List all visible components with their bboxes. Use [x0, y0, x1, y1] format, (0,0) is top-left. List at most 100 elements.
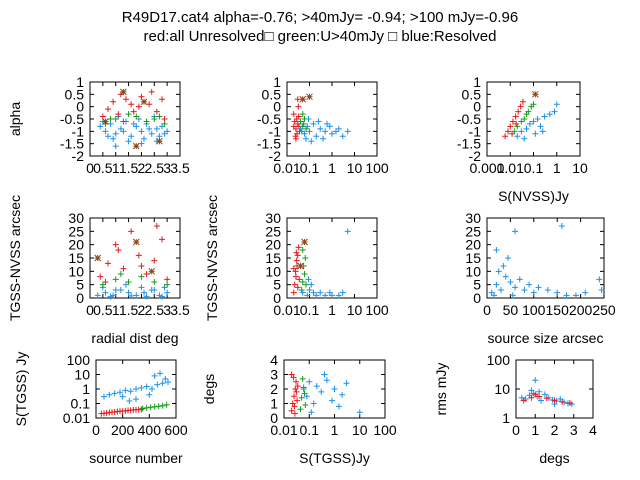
- data-point: [159, 402, 166, 409]
- plot-frame: [515, 359, 594, 419]
- x-tick-label: 1.5: [119, 160, 139, 176]
- data-point: [535, 284, 542, 291]
- data-point: [498, 287, 505, 293]
- data-point: [310, 289, 317, 296]
- y-tick-label: -2: [72, 148, 85, 164]
- data-point: [102, 279, 109, 285]
- data-point: [153, 108, 160, 115]
- data-point: [339, 391, 346, 398]
- data-point: [130, 108, 137, 115]
- data-point: [143, 383, 150, 390]
- data-point: [313, 133, 320, 140]
- data-point: [517, 103, 524, 110]
- data-point: [518, 128, 525, 135]
- data-point: [148, 267, 156, 275]
- data-point: [502, 133, 509, 140]
- data-point: [331, 386, 338, 392]
- data-point: [135, 103, 142, 110]
- x-tick-label: 0.1: [300, 302, 320, 318]
- data-point: [521, 135, 528, 142]
- data-point: [139, 405, 146, 412]
- data-point: [520, 397, 527, 404]
- data-point: [290, 123, 297, 130]
- data-point: [298, 394, 305, 401]
- data-point: [519, 98, 526, 105]
- x-tick-label: 10: [347, 160, 363, 176]
- data-point: [164, 289, 171, 296]
- x-tick-label: 1.5: [119, 302, 139, 318]
- data-point: [534, 116, 541, 122]
- data-point: [101, 393, 107, 400]
- data-point: [94, 254, 102, 262]
- data-point: [112, 276, 119, 283]
- y-axis-label: degs: [201, 374, 217, 404]
- x-tick-label: 150: [546, 302, 570, 318]
- x-tick-label: 3: [163, 302, 171, 318]
- data-point: [154, 381, 161, 388]
- x-tick-label: 0.01: [270, 422, 297, 438]
- data-point: [318, 388, 325, 395]
- data-point: [554, 289, 561, 296]
- data-point: [532, 130, 539, 137]
- y-tick-label: 0: [270, 410, 278, 426]
- y-tick-label: -1.5: [60, 136, 84, 152]
- data-point: [322, 292, 329, 299]
- chart-title-line-2: red:all Unresolved□ green:U>40mJy □ blue…: [143, 28, 497, 45]
- data-point: [299, 279, 306, 285]
- data-point: [117, 408, 123, 415]
- data-point: [125, 138, 132, 145]
- data-point: [516, 276, 523, 283]
- x-tick-label: 3: [570, 422, 578, 438]
- data-point: [551, 397, 558, 404]
- y-tick-label: 5: [76, 277, 84, 293]
- y-tick-label: 0: [273, 290, 281, 306]
- data-point: [541, 113, 548, 120]
- data-point: [304, 123, 311, 130]
- data-point: [156, 137, 163, 145]
- data-point: [566, 399, 573, 406]
- data-point: [159, 293, 165, 300]
- data-point: [536, 393, 543, 400]
- data-point: [107, 293, 114, 300]
- data-point: [291, 393, 298, 400]
- data-point: [507, 279, 514, 285]
- y-tick-label: 0.1: [71, 396, 91, 412]
- data-point: [294, 397, 301, 404]
- data-point: [546, 111, 553, 118]
- data-point: [102, 128, 109, 135]
- data-point: [537, 123, 544, 130]
- y-tick-label: 1: [273, 74, 281, 90]
- data-point: [306, 93, 313, 101]
- data-point: [304, 292, 311, 299]
- data-point: [495, 268, 502, 275]
- data-point: [293, 388, 300, 395]
- data-point: [344, 228, 351, 235]
- x-tick-label: 3: [163, 160, 171, 176]
- data-point: [500, 263, 507, 269]
- y-tick-label: 30: [265, 210, 281, 226]
- x-tick-label: 2.5: [145, 302, 165, 318]
- data-point: [299, 95, 307, 103]
- y-tick-label: 30: [465, 210, 481, 226]
- data-point: [293, 249, 300, 256]
- data-point: [313, 292, 320, 299]
- y-axis-label: TGSS-NVSS arcsec: [7, 195, 23, 321]
- data-point: [296, 276, 303, 283]
- x-tick-label: 0.1: [300, 160, 320, 176]
- data-point: [339, 289, 346, 296]
- data-point: [112, 130, 119, 137]
- data-point: [127, 407, 134, 414]
- data-point: [128, 228, 135, 235]
- data-point: [128, 133, 135, 140]
- data-point: [135, 252, 142, 259]
- data-point: [530, 289, 537, 296]
- y-tick-label: 0: [76, 99, 84, 115]
- data-point: [291, 410, 298, 417]
- data-point: [321, 371, 328, 378]
- data-point: [115, 247, 122, 253]
- data-point: [291, 281, 298, 288]
- data-point: [101, 410, 107, 417]
